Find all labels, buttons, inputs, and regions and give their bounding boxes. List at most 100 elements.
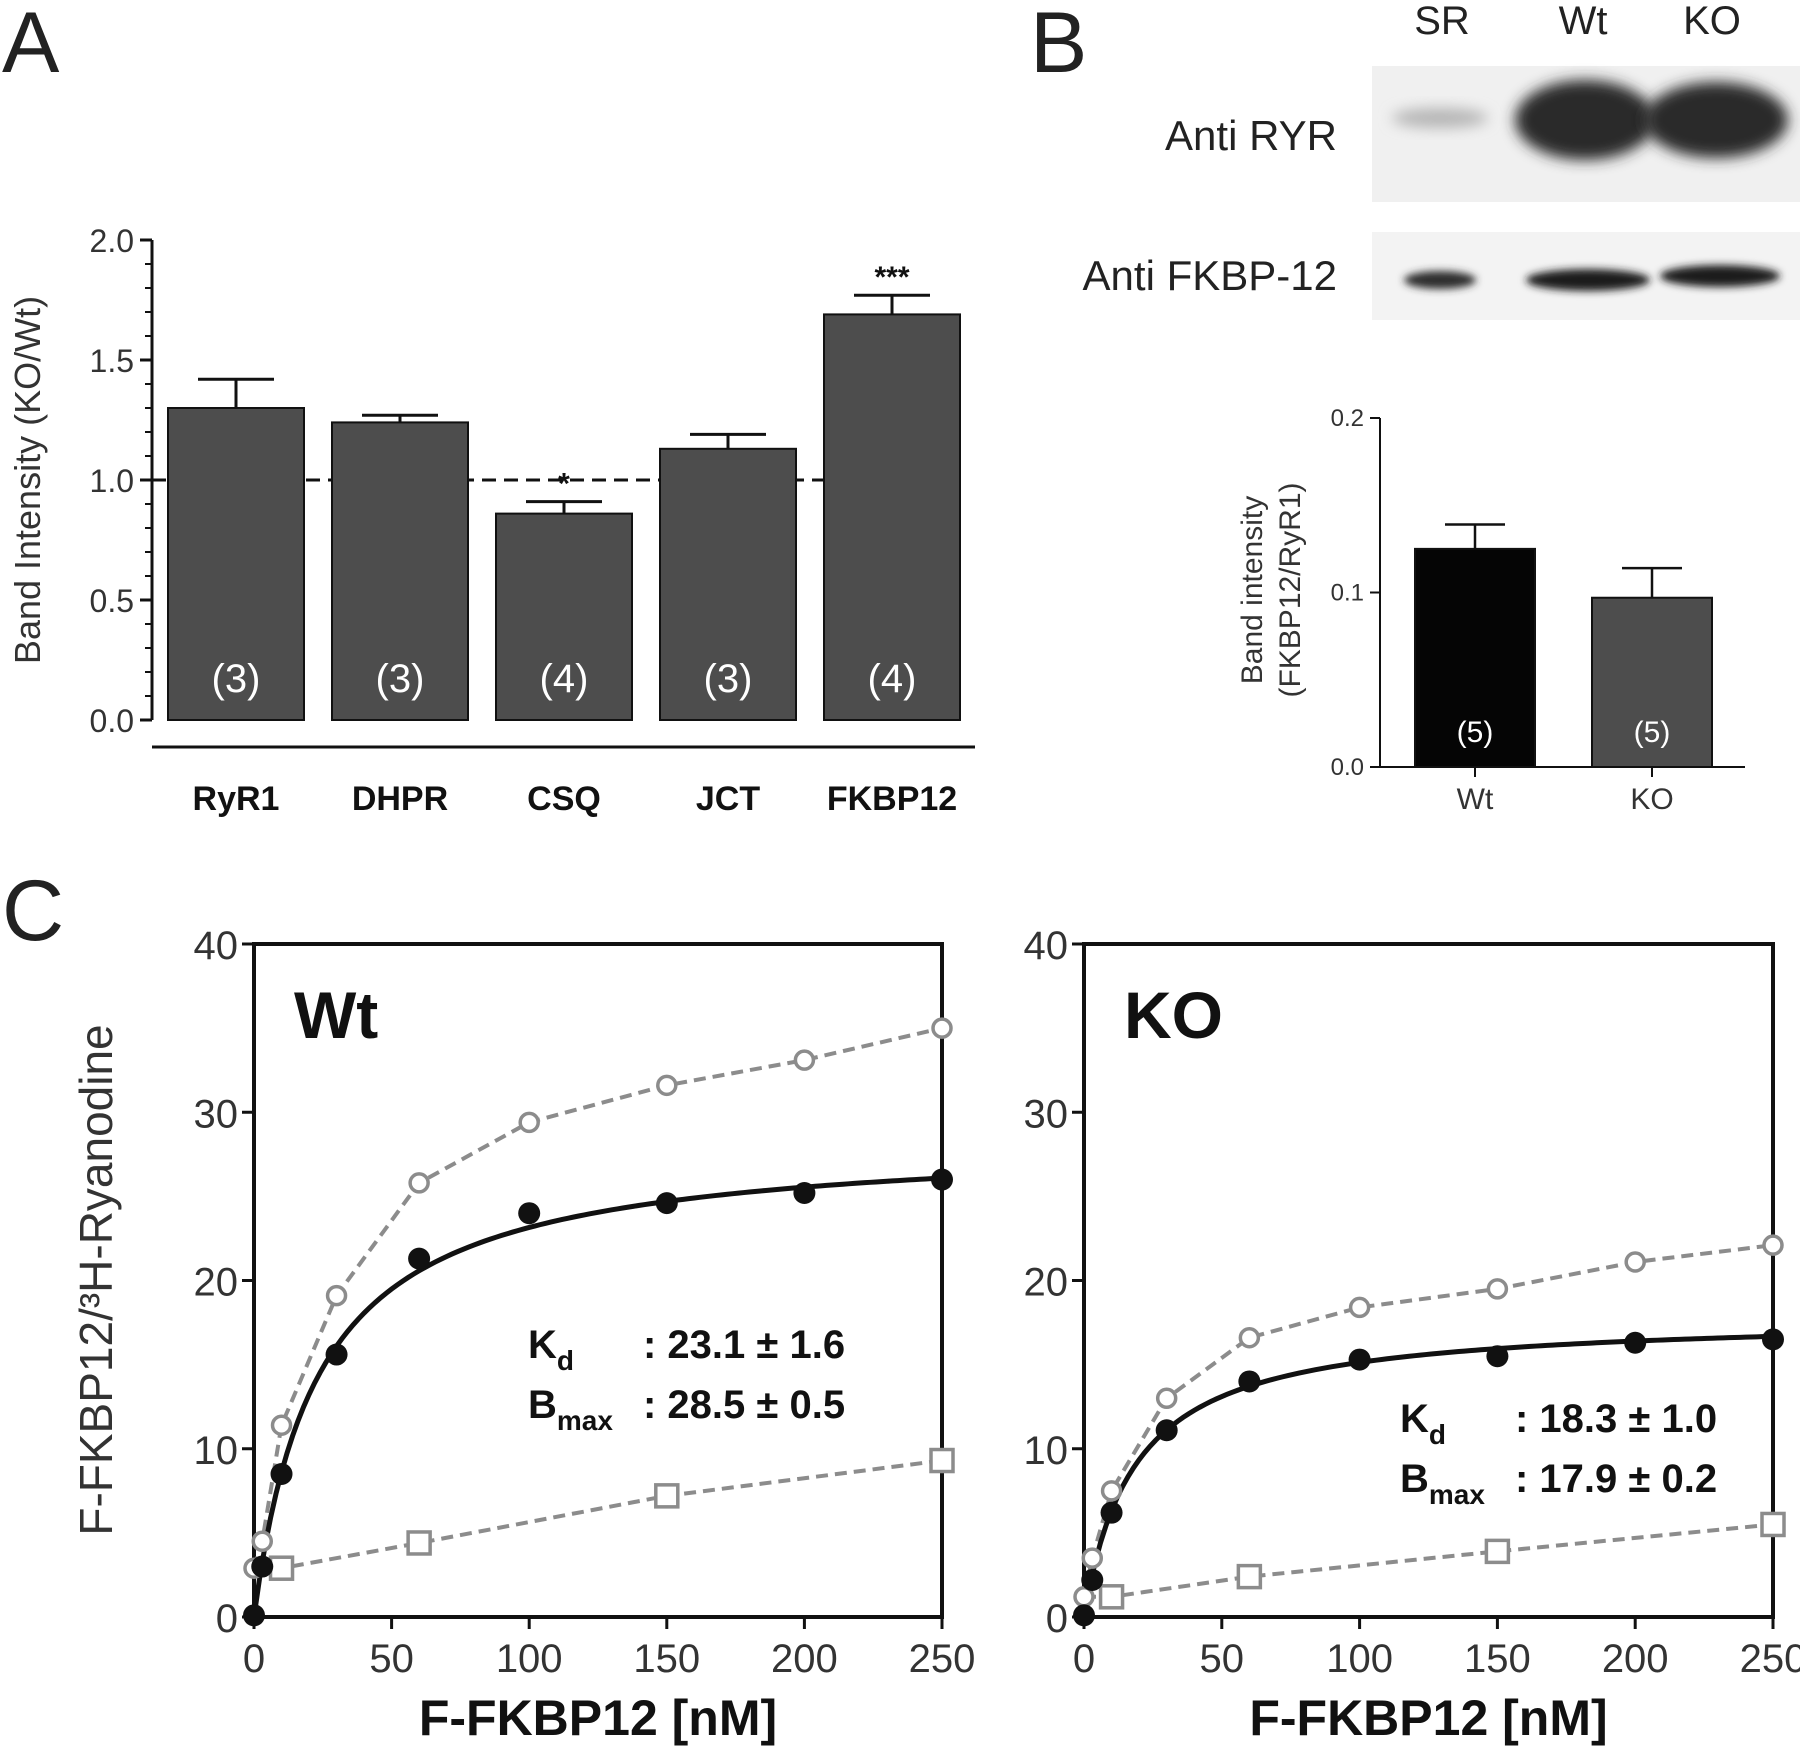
open-square-point <box>1484 1538 1511 1565</box>
filled-circle-point <box>1486 1345 1509 1368</box>
x-tick-label: 250 <box>1740 1637 1800 1681</box>
open-circle-point <box>270 1414 293 1436</box>
open-circle-point <box>1762 1234 1784 1256</box>
x-axis-title: F-FKBP12 [nM] <box>1249 1690 1607 1746</box>
filled-circle-point <box>931 1168 953 1191</box>
y-tick-label: 0 <box>1046 1597 1068 1641</box>
x-tick-label: 0 <box>243 1637 265 1681</box>
fit-curve <box>1081 1333 1774 1618</box>
y-tick-label: 0.0 <box>90 703 134 739</box>
filled-circle-point <box>518 1202 541 1225</box>
filled-circle-point <box>1073 1604 1095 1627</box>
series-nonspecific-line <box>1084 1522 1774 1599</box>
x-tick-label: 250 <box>909 1637 976 1681</box>
x-tick-label: 150 <box>633 1637 700 1681</box>
bmax-label: Bmax <box>1400 1457 1485 1510</box>
open-circle-point <box>793 1049 816 1071</box>
x-tick-label: 200 <box>771 1637 838 1681</box>
kd-value: : 18.3 ± 1.0 <box>1515 1397 1717 1441</box>
y-tick-label: 40 <box>1024 924 1069 968</box>
y-tick-label: 30 <box>1024 1092 1069 1136</box>
n-label: (3) <box>212 657 261 701</box>
category-label: CSQ <box>527 780 601 818</box>
series-total-line <box>252 1026 943 1569</box>
band-fkbp12-sr <box>1404 271 1476 289</box>
category-label: KO <box>1630 783 1673 816</box>
category-label: Wt <box>1457 783 1494 816</box>
open-circle-point <box>325 1284 348 1307</box>
y-tick-label: 0.2 <box>1331 405 1364 432</box>
bmax-value: : 28.5 ± 0.5 <box>643 1383 845 1427</box>
significance-marker: *** <box>874 261 909 294</box>
filled-circle-point <box>251 1555 274 1578</box>
open-square-point <box>1236 1563 1263 1590</box>
n-label: (5) <box>1457 716 1494 749</box>
open-circle-point <box>1486 1278 1509 1300</box>
y-tick-label: 20 <box>194 1261 239 1305</box>
filled-circle-point <box>325 1343 348 1366</box>
y-tick-label: 20 <box>1024 1261 1069 1305</box>
open-circle-point <box>251 1530 274 1553</box>
y-axis-title: Band Intensity (KO/Wt) <box>7 296 48 664</box>
band-fkbp12-ko <box>1660 265 1780 287</box>
panel-letter-c: C <box>2 863 64 959</box>
y-tick-label: 1.5 <box>90 343 134 379</box>
open-square-point <box>654 1483 680 1509</box>
n-label: (4) <box>868 657 917 701</box>
filled-circle-point <box>1155 1419 1178 1442</box>
band-ryr-ko <box>1644 82 1788 158</box>
band-ryr-wt <box>1515 80 1655 160</box>
lane-label-wt: Wt <box>1559 0 1608 43</box>
significance-marker: * <box>558 468 570 501</box>
blot-row-label-ryr: Anti RYR <box>1165 112 1337 159</box>
y-axis-title-line2: (FKBP12/RyR1) <box>1274 482 1307 697</box>
y-tick-label: 30 <box>194 1092 239 1136</box>
binding-plot-ko: 0 50 100 150 200 250 0 10 20 30 40 F-FKBP12 [nM] KO K… <box>1024 924 1800 1746</box>
open-circle-point <box>1348 1296 1371 1319</box>
lane-label-sr: SR <box>1414 0 1470 43</box>
kd-label: Kd <box>1400 1397 1446 1450</box>
n-label: (3) <box>376 657 425 701</box>
y-tick-label: 2.0 <box>90 223 134 259</box>
y-tick-label: 40 <box>194 924 239 968</box>
x-tick-label: 100 <box>496 1637 563 1681</box>
open-circle-point <box>408 1172 430 1194</box>
open-square-point <box>406 1530 432 1556</box>
filled-circle-point <box>1100 1501 1123 1524</box>
filled-circle-point <box>408 1247 431 1270</box>
band-ryr-sr <box>1392 108 1488 128</box>
bar <box>495 512 633 721</box>
x-tick-label: 50 <box>1200 1637 1245 1681</box>
western-blot: SR Wt KO Anti RYR Anti FKBP-12 <box>1083 0 1800 320</box>
kd-value: : 23.1 ± 1.6 <box>643 1323 845 1367</box>
lane-label-ko: KO <box>1683 0 1741 43</box>
open-circle-point <box>518 1111 540 1134</box>
panel-letter-a: A <box>2 0 60 91</box>
bar <box>1414 547 1536 768</box>
open-circle-point <box>1624 1251 1646 1273</box>
category-label: RyR1 <box>193 780 280 818</box>
filled-circle-point <box>1348 1348 1371 1371</box>
bar <box>331 421 469 721</box>
band-fkbp12-wt <box>1526 269 1650 291</box>
x-tick-label: 0 <box>1073 1637 1095 1681</box>
bar-chart-a: 0.0 0.5 1.0 1.5 2.0 (3) RyR1 (3) DHPR (4) CSQ * (3) J… <box>7 223 975 818</box>
category-label: DHPR <box>352 780 448 818</box>
binding-plot-wt: 0 50 100 150 200 250 0 10 20 30 40 F-FKBP12 [nM] F-F… <box>70 924 975 1746</box>
y-axis-title: F-FKBP12/³H-Ryanodine <box>70 1024 122 1535</box>
fit-curve <box>251 1175 943 1618</box>
open-circle-point <box>931 1017 953 1039</box>
series-nonspecific-line <box>254 1458 943 1571</box>
plot-title: KO <box>1124 978 1223 1052</box>
open-square-point <box>268 1555 295 1581</box>
filled-circle-point <box>1081 1568 1104 1591</box>
open-circle-point <box>656 1074 678 1097</box>
blot-row-label-fkbp12: Anti FKBP-12 <box>1083 252 1337 299</box>
y-tick-label: 10 <box>194 1429 239 1473</box>
n-label: (3) <box>704 657 753 701</box>
filled-circle-point <box>1762 1328 1784 1351</box>
filled-circle-point <box>1238 1370 1261 1393</box>
bar <box>823 313 961 721</box>
open-square-point <box>1098 1584 1125 1610</box>
